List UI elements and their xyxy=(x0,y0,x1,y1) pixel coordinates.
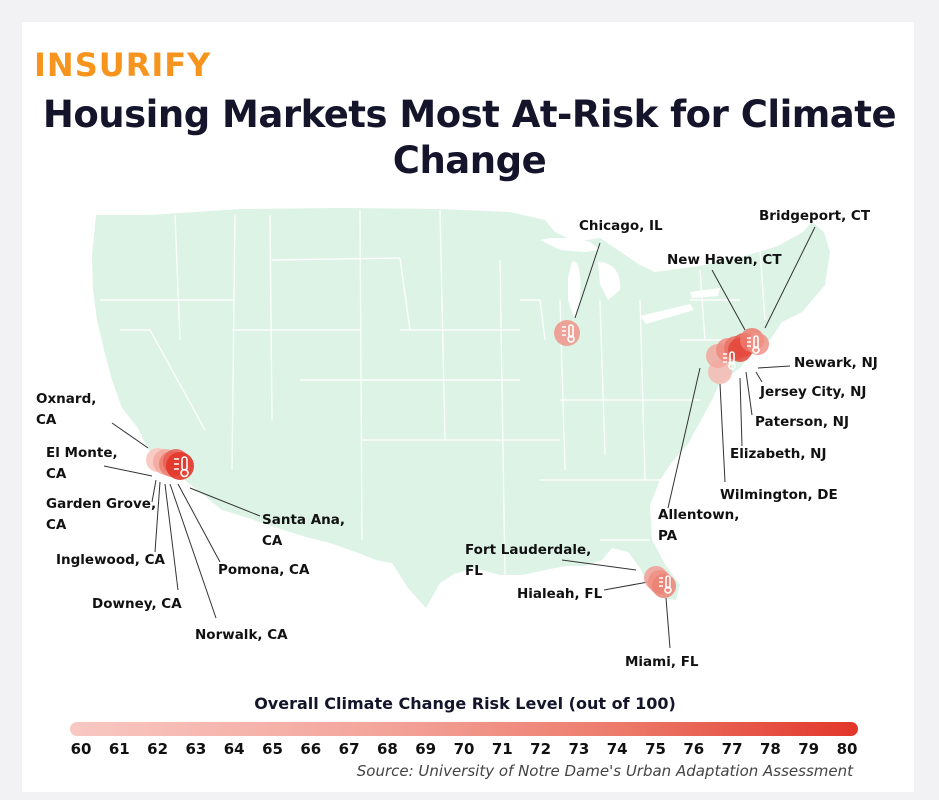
city-label-elizabeth: Elizabeth, NJ xyxy=(730,446,827,462)
legend-tick-79: 79 xyxy=(798,740,820,758)
city-label-santa-ana-line2: CA xyxy=(262,533,283,549)
legend-tick-71: 71 xyxy=(491,740,513,758)
city-label-oxnard-line1: Oxnard, xyxy=(36,391,97,407)
city-label-downey: Downey, CA xyxy=(92,596,182,612)
legend-tick-72: 72 xyxy=(530,740,552,758)
city-label-santa-ana: Santa Ana, CA xyxy=(262,510,345,552)
city-label-garden-grove-line1: Garden Grove, xyxy=(46,496,157,512)
city-label-allentown-line2: PA xyxy=(658,528,678,544)
thermometer-icon-california xyxy=(174,456,189,478)
legend-tick-62: 62 xyxy=(147,740,169,758)
legend-tick-74: 74 xyxy=(606,740,628,758)
city-label-pomona: Pomona, CA xyxy=(218,562,310,578)
city-label-santa-ana-line1: Santa Ana, xyxy=(262,512,346,528)
legend-gradient-bar xyxy=(70,722,858,736)
source-caption: Source: University of Notre Dame's Urban… xyxy=(356,762,853,780)
city-label-fort-lauderdale-line2: FL xyxy=(465,563,483,579)
city-label-fort-lauderdale: Fort Lauderdale, FL xyxy=(465,540,591,582)
legend-tick-65: 65 xyxy=(262,740,283,758)
city-label-oxnard-line2: CA xyxy=(36,412,57,428)
leader-lines xyxy=(103,226,816,649)
city-label-wilmington: Wilmington, DE xyxy=(720,487,838,503)
city-label-miami: Miami, FL xyxy=(625,654,699,670)
city-label-bridgeport: Bridgeport, CT xyxy=(759,208,871,224)
marker-miami xyxy=(652,574,676,598)
legend-tick-63: 63 xyxy=(185,740,207,758)
city-label-inglewood: Inglewood, CA xyxy=(56,552,165,568)
thermometer-icon-nj xyxy=(723,351,736,370)
legend-tick-80: 80 xyxy=(836,740,858,758)
thermometer-icons xyxy=(174,324,760,594)
city-label-paterson: Paterson, NJ xyxy=(755,414,849,430)
city-label-el-monte-line2: CA xyxy=(46,466,67,482)
legend-title: Overall Climate Change Risk Level (out o… xyxy=(254,694,676,713)
city-label-garden-grove: Garden Grove, CA xyxy=(46,494,156,536)
city-label-newark: Newark, NJ xyxy=(794,355,878,371)
title-line-2: Change xyxy=(392,139,547,182)
legend-tick-78: 78 xyxy=(759,740,781,758)
great-lakes xyxy=(540,237,720,324)
legend-tick-76: 76 xyxy=(683,740,705,758)
legend-tick-75: 75 xyxy=(645,740,666,758)
city-label-fort-lauderdale-line1: Fort Lauderdale, xyxy=(465,542,592,558)
legend-tick-60: 60 xyxy=(70,740,92,758)
city-label-allentown-line1: Allentown, xyxy=(658,507,740,523)
marker-chicago xyxy=(554,320,580,346)
city-label-el-monte: El Monte, CA xyxy=(46,443,118,485)
city-label-garden-grove-line2: CA xyxy=(46,517,67,533)
city-label-el-monte-line1: El Monte, xyxy=(46,445,118,461)
legend-tick-70: 70 xyxy=(453,740,475,758)
city-label-chicago: Chicago, IL xyxy=(579,218,663,234)
page-title: Housing Markets Most At-Risk for Climate… xyxy=(0,92,939,184)
legend-tick-68: 68 xyxy=(376,740,398,758)
thermometer-icon-northeast xyxy=(747,335,760,354)
us-land xyxy=(92,208,830,608)
legend-tick-64: 64 xyxy=(223,740,245,758)
legend-tick-61: 61 xyxy=(108,740,130,758)
city-label-hialeah: Hialeah, FL xyxy=(517,586,603,602)
legend-tick-69: 69 xyxy=(415,740,437,758)
thermometer-icon-chicago xyxy=(562,324,575,343)
city-label-new-haven: New Haven, CT xyxy=(667,252,782,268)
city-label-jersey-city: Jersey City, NJ xyxy=(760,384,867,400)
legend-tick-73: 73 xyxy=(568,740,590,758)
insurify-logo: INSURIFY xyxy=(34,46,212,84)
legend-tick-67: 67 xyxy=(338,740,360,758)
title-line-1: Housing Markets Most At-Risk for Climate xyxy=(42,93,897,136)
city-label-allentown: Allentown, PA xyxy=(658,505,739,547)
city-label-oxnard: Oxnard, CA xyxy=(36,389,96,431)
city-label-norwalk: Norwalk, CA xyxy=(195,627,288,643)
legend-tick-66: 66 xyxy=(300,740,322,758)
marker-santa-ana xyxy=(166,452,194,480)
thermometer-icon-florida xyxy=(659,575,672,594)
legend-tick-77: 77 xyxy=(721,740,743,758)
